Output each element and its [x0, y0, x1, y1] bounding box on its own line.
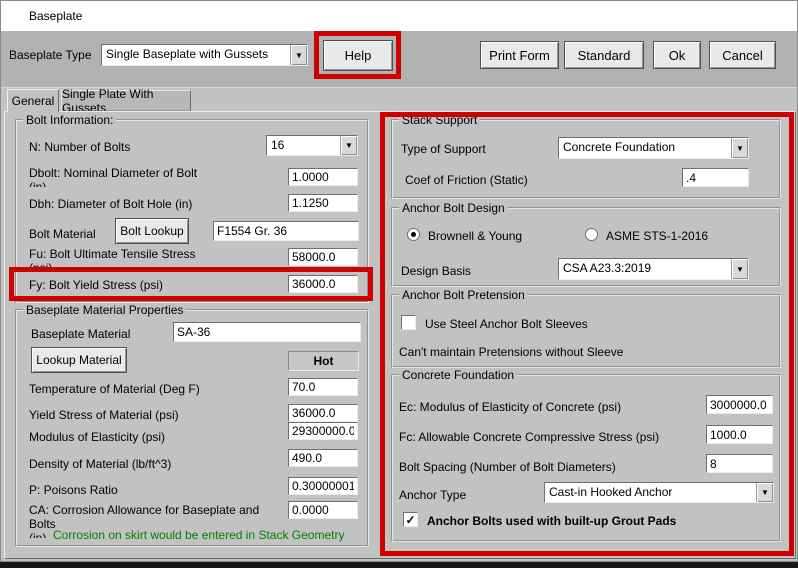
anchor-type-label: Anchor Type	[399, 488, 467, 502]
modulus-label: Modulus of Elasticity (psi)	[29, 430, 166, 444]
tab-single-plate-with-gussets[interactable]: Single Plate With Gussets	[61, 87, 191, 115]
type-of-support-value: Concrete Foundation	[563, 140, 676, 154]
stack-support-group	[391, 119, 781, 199]
grout-pads-label[interactable]: Anchor Bolts used with built-up Grout Pa…	[427, 514, 677, 528]
steel-sleeves-label[interactable]: Use Steel Anchor Bolt Sleeves	[425, 317, 588, 331]
baseplate-material-input[interactable]	[173, 322, 361, 342]
header-band: Baseplate Type Single Baseplate with Gus…	[1, 31, 797, 88]
baseplate-material-group	[15, 309, 369, 547]
dbh-label: Dbh: Diameter of Bolt Hole (in)	[29, 197, 193, 211]
chevron-down-icon[interactable]: ▼	[756, 483, 773, 502]
corrosion-allowance-label: CA: Corrosion Allowance for Baseplate an…	[29, 503, 260, 538]
concrete-foundation-group	[391, 374, 781, 542]
type-of-support-label: Type of Support	[401, 142, 486, 156]
baseplate-material-label: Baseplate Material	[31, 327, 131, 341]
poisson-input[interactable]	[288, 477, 358, 495]
corrosion-allowance-input[interactable]	[288, 501, 358, 519]
dbolt-label: Dbolt: Nominal Diameter of Bolt (in)	[29, 166, 198, 187]
fu-input[interactable]	[288, 248, 358, 266]
bolt-information-title: Bolt Information:	[23, 113, 117, 127]
temperature-label: Temperature of Material (Deg F)	[29, 382, 200, 396]
chevron-down-icon[interactable]: ▼	[731, 259, 748, 279]
brownell-young-label[interactable]: Brownell & Young	[428, 229, 523, 243]
density-label: Density of Material (lb/ft^3)	[29, 457, 172, 471]
chevron-down-icon[interactable]: ▼	[340, 136, 357, 155]
anchor-bolt-design-group	[391, 207, 781, 287]
baseplate-type-value: Single Baseplate with Gussets	[106, 47, 269, 61]
chevron-down-icon[interactable]: ▼	[731, 138, 748, 158]
bolt-lookup-button[interactable]: Bolt Lookup	[115, 218, 189, 244]
yield-stress-label: Yield Stress of Material (psi)	[29, 408, 179, 422]
poisson-label: P: Poisons Ratio	[29, 483, 118, 497]
anchor-bolt-design-title: Anchor Bolt Design	[399, 201, 508, 215]
steel-sleeves-checkbox[interactable]	[401, 315, 416, 330]
bolt-material-label: Bolt Material	[29, 227, 96, 241]
corrosion-note: Corrosion on skirt would be entered in S…	[53, 528, 345, 542]
friction-input[interactable]	[682, 168, 749, 187]
print-form-button[interactable]: Print Form	[480, 41, 559, 69]
desktop-strip	[0, 562, 798, 568]
bolt-information-group	[15, 119, 369, 303]
number-of-bolts-value: 16	[271, 138, 285, 152]
dbolt-input[interactable]	[288, 168, 358, 186]
dialog-title: Baseplate	[29, 9, 83, 23]
cancel-button[interactable]: Cancel	[709, 41, 776, 69]
ec-label: Ec: Modulus of Elasticity of Concrete (p…	[399, 400, 622, 414]
ok-button[interactable]: Ok	[653, 41, 701, 69]
temperature-input[interactable]	[288, 378, 358, 396]
pretension-note: Can't maintain Pretensions without Sleev…	[399, 345, 624, 359]
anchor-bolt-pretension-group	[391, 294, 781, 368]
modulus-input[interactable]	[288, 422, 358, 440]
baseplate-material-title: Baseplate Material Properties	[23, 303, 187, 317]
design-basis-value: CSA A23.3:2019	[563, 261, 652, 275]
yield-stress-input[interactable]	[288, 404, 358, 422]
fc-input[interactable]	[706, 425, 773, 444]
asme-sts-label[interactable]: ASME STS-1-2016	[606, 229, 709, 243]
fy-label: Fy: Bolt Yield Stress (psi)	[29, 278, 164, 292]
anchor-type-value: Cast-in Hooked Anchor	[549, 485, 673, 499]
anchor-type-combo[interactable]: Cast-in Hooked Anchor ▼	[544, 482, 774, 503]
grout-pads-checkbox[interactable]: ✓	[403, 512, 418, 527]
hot-state-panel: Hot	[288, 351, 359, 371]
tab-general[interactable]: General	[7, 89, 59, 113]
brownell-young-radio[interactable]	[407, 228, 420, 241]
title-bar: Baseplate	[1, 1, 797, 31]
dbh-input[interactable]	[288, 194, 358, 212]
fy-input[interactable]	[288, 275, 358, 293]
asme-sts-radio[interactable]	[585, 228, 598, 241]
design-basis-label: Design Basis	[401, 264, 472, 278]
stack-support-title: Stack Support	[399, 113, 481, 127]
number-of-bolts-combo[interactable]: 16 ▼	[266, 135, 358, 156]
chevron-down-icon[interactable]: ▼	[290, 45, 307, 65]
baseplate-type-combo[interactable]: Single Baseplate with Gussets ▼	[101, 44, 308, 66]
ec-input[interactable]	[706, 395, 773, 414]
lookup-material-button[interactable]: Lookup Material	[31, 347, 127, 373]
help-button[interactable]: Help	[323, 40, 393, 71]
bolt-spacing-label: Bolt Spacing (Number of Bolt Diameters)	[399, 460, 616, 474]
standard-button[interactable]: Standard	[564, 41, 644, 69]
concrete-foundation-title: Concrete Foundation	[399, 368, 518, 382]
friction-label: Coef of Friction (Static)	[405, 173, 528, 187]
density-input[interactable]	[288, 449, 358, 467]
bolt-spacing-input[interactable]	[706, 454, 773, 473]
baseplate-type-label: Baseplate Type	[9, 48, 92, 62]
check-icon: ✓	[405, 512, 416, 527]
fc-label: Fc: Allowable Concrete Compressive Stres…	[399, 430, 660, 444]
bolt-material-input[interactable]	[213, 221, 359, 241]
design-basis-combo[interactable]: CSA A23.3:2019 ▼	[558, 258, 749, 280]
fu-label: Fu: Bolt Ultimate Tensile Stress (psi)	[29, 247, 196, 268]
number-of-bolts-label: N: Number of Bolts	[29, 140, 131, 154]
anchor-bolt-pretension-title: Anchor Bolt Pretension	[399, 288, 528, 302]
type-of-support-combo[interactable]: Concrete Foundation ▼	[558, 137, 749, 159]
